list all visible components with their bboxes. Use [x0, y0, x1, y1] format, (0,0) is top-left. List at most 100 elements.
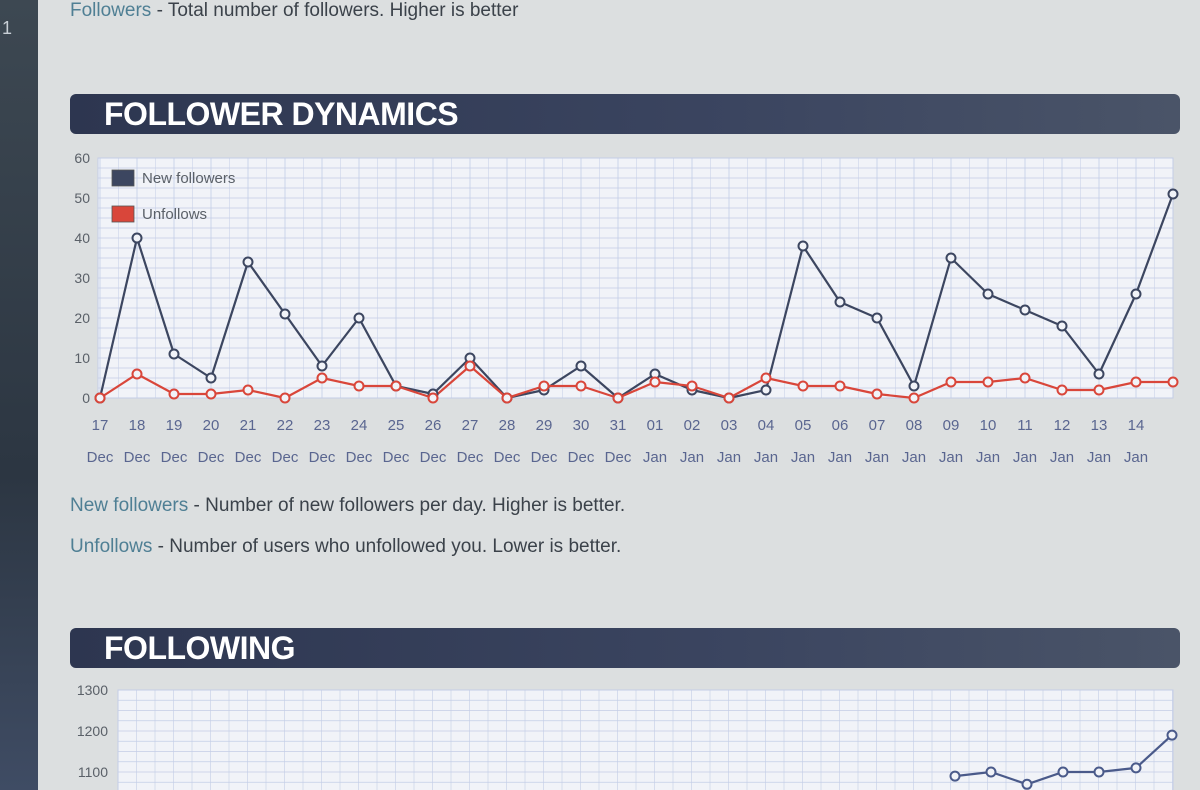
x-month-label: Jan — [828, 449, 852, 466]
y-tick-label: 60 — [74, 150, 90, 166]
new-followers-point[interactable] — [205, 372, 217, 384]
x-month-label: Dec — [605, 449, 632, 466]
unfollows-point[interactable] — [205, 388, 217, 400]
new-followers-point[interactable] — [131, 232, 143, 244]
unfollows-point[interactable] — [945, 376, 957, 388]
unfollows-point[interactable] — [427, 392, 439, 404]
new-followers-point[interactable] — [353, 312, 365, 324]
unfollows-point[interactable] — [353, 380, 365, 392]
followers-text: - Total number of followers. Higher is b… — [151, 0, 519, 21]
left-sidebar: 1 — [0, 0, 38, 790]
unfollows-point[interactable] — [1056, 384, 1068, 396]
new-followers-legend-swatch — [111, 169, 135, 187]
new-followers-point[interactable] — [168, 348, 180, 360]
new-followers-point[interactable] — [982, 288, 994, 300]
x-tick-label: 31 — [610, 417, 627, 434]
new-followers-point[interactable] — [760, 384, 772, 396]
new-followers-point[interactable] — [242, 256, 254, 268]
unfollows-point[interactable] — [982, 376, 994, 388]
unfollows-point[interactable] — [686, 380, 698, 392]
x-tick-label: 25 — [388, 417, 405, 434]
x-month-label: Jan — [791, 449, 815, 466]
following-point[interactable] — [1166, 729, 1178, 741]
unfollows-point[interactable] — [575, 380, 587, 392]
x-month-label: Jan — [939, 449, 963, 466]
new-followers-point[interactable] — [1167, 188, 1179, 200]
unfollows-point[interactable] — [1019, 372, 1031, 384]
following-grid — [117, 689, 1173, 790]
x-month-label: Jan — [1050, 449, 1074, 466]
unfollows-point[interactable] — [834, 380, 846, 392]
x-month-label: Dec — [272, 449, 299, 466]
unfollows-point[interactable] — [94, 392, 106, 404]
unfollows-point[interactable] — [649, 376, 661, 388]
unfollows-point[interactable] — [1130, 376, 1142, 388]
unfollows-point[interactable] — [131, 368, 143, 380]
x-tick-label: 26 — [425, 417, 442, 434]
x-month-label: Jan — [902, 449, 926, 466]
unfollows-point[interactable] — [464, 360, 476, 372]
new-followers-point[interactable] — [871, 312, 883, 324]
x-month-label: Jan — [643, 449, 667, 466]
following-point[interactable] — [949, 770, 961, 782]
following-plot-background — [117, 689, 1174, 790]
new-followers-point[interactable] — [1056, 320, 1068, 332]
x-month-label: Dec — [161, 449, 188, 466]
unfollows-point[interactable] — [797, 380, 809, 392]
following-point[interactable] — [1130, 762, 1142, 774]
following-point[interactable] — [985, 766, 997, 778]
sidebar-number: 1 — [2, 18, 13, 38]
unfollows-point[interactable] — [1167, 376, 1179, 388]
x-tick-label: 14 — [1128, 417, 1145, 434]
x-month-label: Jan — [976, 449, 1000, 466]
unfollows-point[interactable] — [279, 392, 291, 404]
unfollows-point[interactable] — [871, 388, 883, 400]
new-followers-point[interactable] — [279, 308, 291, 320]
x-tick-label: 03 — [721, 417, 738, 434]
unfollows-point[interactable] — [316, 372, 328, 384]
unfollows-point[interactable] — [390, 380, 402, 392]
x-tick-label: 28 — [499, 417, 516, 434]
x-month-label: Dec — [87, 449, 114, 466]
following-y-tick-label: 1100 — [78, 764, 108, 780]
new-followers-point[interactable] — [797, 240, 809, 252]
unfollows-point[interactable] — [501, 392, 513, 404]
x-tick-label: 04 — [758, 417, 775, 434]
unfollows-point[interactable] — [760, 372, 772, 384]
x-axis: 17 Dec 18 Dec 19 Dec 20 Dec 21 Dec 22 Dec 23 Dec 24 Dec… — [87, 417, 1148, 466]
new-followers-point[interactable] — [1019, 304, 1031, 316]
unfollows-point[interactable] — [168, 388, 180, 400]
new-followers-point[interactable] — [575, 360, 587, 372]
x-tick-label: 21 — [240, 417, 257, 434]
chart-series — [94, 188, 1179, 404]
new-followers-point[interactable] — [1093, 368, 1105, 380]
y-tick-label: 50 — [74, 190, 90, 206]
unfollows-legend-swatch — [111, 205, 135, 223]
new-followers-point[interactable] — [1130, 288, 1142, 300]
follower-dynamics-header: FOLLOWER DYNAMICS — [70, 94, 1180, 134]
followers-description: Followers - Total number of followers. H… — [70, 0, 518, 22]
unfollows-description: Unfollows - Number of users who unfollow… — [70, 536, 621, 558]
following-point[interactable] — [1093, 766, 1105, 778]
new-followers-point[interactable] — [834, 296, 846, 308]
x-month-label: Jan — [1013, 449, 1037, 466]
x-tick-label: 29 — [536, 417, 553, 434]
unfollows-point[interactable] — [242, 384, 254, 396]
unfollows-point[interactable] — [723, 392, 735, 404]
unfollows-term: Unfollows — [70, 536, 153, 557]
unfollows-point[interactable] — [612, 392, 624, 404]
x-tick-label: 10 — [980, 417, 997, 434]
new-followers-point[interactable] — [316, 360, 328, 372]
x-tick-label: 24 — [351, 417, 368, 434]
unfollows-point[interactable] — [1093, 384, 1105, 396]
following-point[interactable] — [1057, 766, 1069, 778]
unfollows-point[interactable] — [908, 392, 920, 404]
new-followers-point[interactable] — [945, 252, 957, 264]
new-followers-point[interactable] — [908, 380, 920, 392]
x-tick-label: 22 — [277, 417, 294, 434]
x-tick-label: 12 — [1054, 417, 1071, 434]
following-point[interactable] — [1021, 778, 1033, 790]
unfollows-point[interactable] — [538, 380, 550, 392]
y-tick-label: 30 — [74, 270, 90, 286]
